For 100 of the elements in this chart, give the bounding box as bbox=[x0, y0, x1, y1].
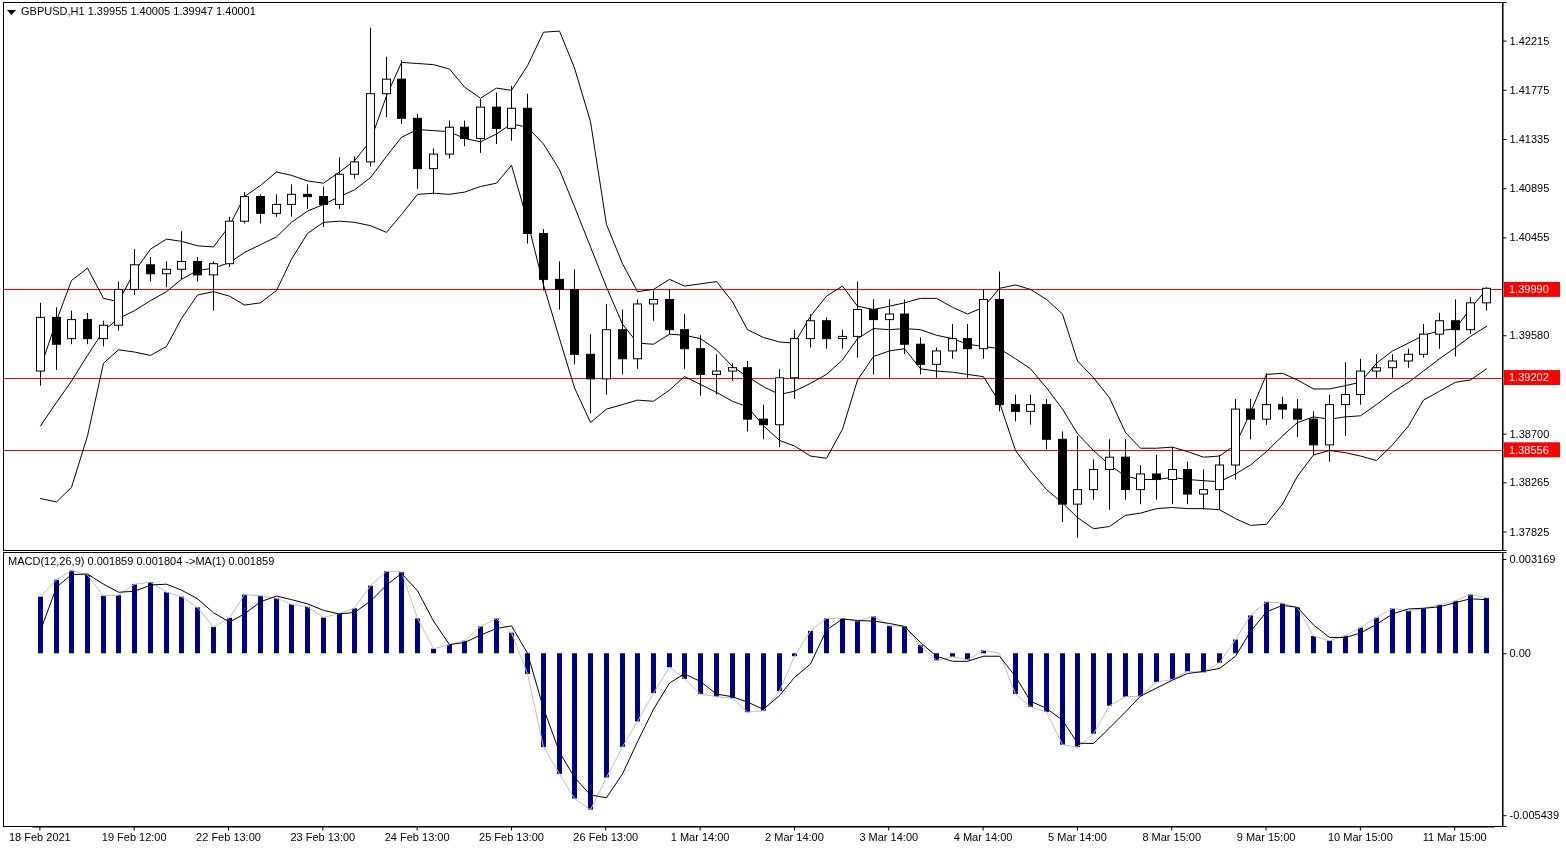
bar bbox=[1484, 597, 1489, 654]
bar bbox=[101, 595, 106, 654]
bar bbox=[211, 627, 216, 654]
bar bbox=[1170, 653, 1175, 680]
bar bbox=[1123, 653, 1128, 697]
candlestick bbox=[932, 347, 941, 379]
y-tick-label: 0.003169 bbox=[1509, 552, 1556, 565]
bar bbox=[368, 585, 373, 654]
x-tick-label: 11 Mar 15:00 bbox=[1422, 831, 1487, 844]
bar bbox=[116, 595, 121, 654]
y-tick-label: 1.42215 bbox=[1509, 34, 1550, 47]
candlestick bbox=[1278, 396, 1287, 420]
bar bbox=[840, 618, 845, 654]
bar bbox=[1075, 653, 1080, 748]
bar bbox=[1028, 653, 1033, 707]
candlestick bbox=[1356, 358, 1365, 406]
bar bbox=[305, 606, 310, 654]
ref-line-label: 1.39202 bbox=[1509, 371, 1549, 384]
bar bbox=[321, 617, 326, 654]
bar bbox=[698, 653, 703, 695]
candlestick bbox=[1419, 323, 1428, 359]
bar bbox=[478, 626, 483, 654]
candlestick bbox=[272, 193, 281, 218]
candlestick bbox=[287, 183, 296, 218]
bar bbox=[1311, 635, 1316, 654]
bar bbox=[1327, 640, 1332, 654]
x-tick-label: 1 Mar 14:00 bbox=[670, 831, 730, 844]
candlestick bbox=[885, 298, 894, 379]
candlestick bbox=[382, 56, 391, 118]
chart-title: GBPUSD,H1 1.39955 1.40005 1.39947 1.40001 bbox=[21, 5, 256, 17]
x-tick-label: 10 Mar 15:00 bbox=[1327, 831, 1393, 844]
bar bbox=[541, 653, 546, 748]
candlestick bbox=[1026, 394, 1035, 426]
bar bbox=[85, 574, 90, 654]
candlestick bbox=[555, 260, 564, 311]
bar bbox=[384, 571, 389, 654]
candlestick bbox=[1262, 372, 1271, 426]
bar bbox=[164, 592, 169, 654]
bar bbox=[352, 608, 357, 654]
ref-line-label: 1.38556 bbox=[1509, 443, 1549, 456]
bar bbox=[1013, 653, 1018, 695]
bar bbox=[1358, 627, 1363, 654]
y-tick-label: 1.38700 bbox=[1509, 427, 1550, 440]
bar bbox=[258, 595, 263, 654]
bar bbox=[1453, 600, 1458, 654]
y-tick-label: 1.40455 bbox=[1509, 231, 1550, 244]
candlestick bbox=[83, 312, 92, 345]
bar bbox=[38, 596, 43, 654]
bar bbox=[572, 653, 577, 799]
x-tick-label: 9 Mar 15:00 bbox=[1236, 831, 1296, 844]
candlestick bbox=[303, 183, 312, 210]
candlestick bbox=[209, 260, 218, 312]
bar bbox=[148, 582, 153, 654]
bar bbox=[399, 571, 404, 654]
bar bbox=[714, 653, 719, 697]
x-tick-label: 8 Mar 15:00 bbox=[1142, 831, 1202, 844]
bar bbox=[557, 653, 562, 774]
bar bbox=[902, 626, 907, 654]
x-tick-label: 3 Mar 14:00 bbox=[859, 831, 919, 844]
candlestick bbox=[99, 320, 108, 347]
x-tick-label: 2 Mar 14:00 bbox=[765, 831, 824, 844]
y-tick-label: 1.39580 bbox=[1509, 329, 1550, 342]
bar bbox=[1406, 610, 1411, 654]
bar bbox=[415, 618, 420, 654]
candlestick bbox=[1404, 348, 1413, 369]
candlestick bbox=[193, 256, 202, 283]
bar bbox=[1248, 615, 1253, 654]
x-tick-label: 18 Feb 2021 bbox=[8, 831, 71, 844]
candlestick bbox=[963, 323, 972, 379]
candlestick bbox=[1435, 312, 1444, 350]
ref-line-label: 1.39990 bbox=[1509, 283, 1549, 296]
bar bbox=[69, 570, 74, 654]
bar bbox=[1185, 653, 1190, 672]
bar bbox=[494, 618, 499, 654]
bar bbox=[1264, 601, 1269, 654]
candlestick bbox=[1451, 298, 1460, 358]
bar bbox=[1468, 594, 1473, 654]
bar bbox=[289, 604, 294, 654]
bar bbox=[1390, 608, 1395, 654]
candlestick bbox=[822, 316, 831, 350]
candlestick bbox=[67, 310, 76, 345]
y-tick-label: 1.38265 bbox=[1509, 476, 1550, 489]
candlestick bbox=[1372, 353, 1381, 379]
bar bbox=[1107, 653, 1112, 706]
bar bbox=[682, 653, 687, 679]
candlestick bbox=[1341, 361, 1350, 437]
x-tick-label: 19 Feb 12:00 bbox=[101, 831, 167, 844]
bar bbox=[1201, 653, 1206, 673]
candlestick bbox=[649, 290, 658, 322]
candlestick bbox=[838, 329, 847, 350]
bar bbox=[195, 607, 200, 654]
candlestick bbox=[256, 193, 265, 224]
candlestick bbox=[319, 186, 328, 228]
y-tick-label: 1.41775 bbox=[1509, 83, 1550, 96]
x-tick-label: 26 Feb 13:00 bbox=[573, 831, 639, 844]
bar bbox=[242, 594, 247, 654]
candlestick bbox=[146, 256, 155, 283]
bar bbox=[635, 653, 640, 722]
bar bbox=[179, 596, 184, 654]
bar bbox=[620, 653, 625, 747]
